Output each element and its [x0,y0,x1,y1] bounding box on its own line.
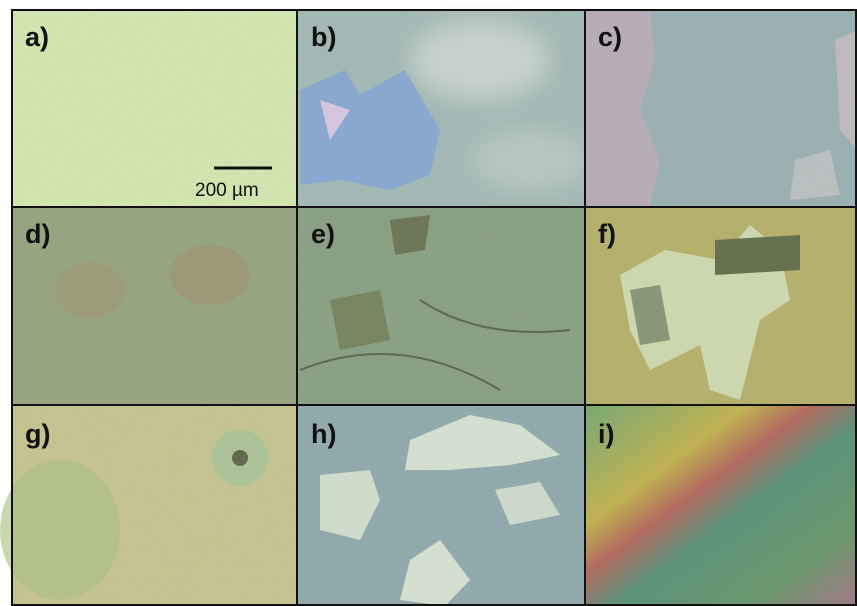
scale-label: 200 µm [195,180,259,201]
panel-label: f) [598,219,616,249]
panel-label: a) [25,22,49,52]
panel-label: e) [311,219,335,249]
panel-label: i) [598,419,615,449]
texture [12,10,857,606]
panel-label: c) [598,22,622,52]
panel-label: d) [25,219,50,249]
figure: 200 µm a) b) c) d) e) f) g) h) i) [0,0,857,606]
panel-label: g) [25,419,50,449]
panel-label: h) [311,419,336,449]
panel-label: b) [311,22,336,52]
